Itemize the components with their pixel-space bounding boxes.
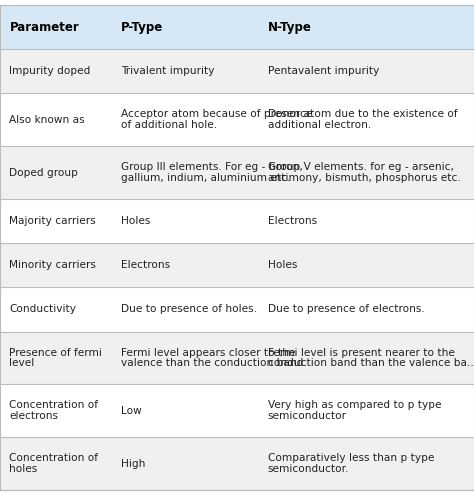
Text: Concentration of: Concentration of	[9, 400, 99, 410]
Text: Concentration of: Concentration of	[9, 453, 99, 463]
Text: Donor atom due to the existence of: Donor atom due to the existence of	[268, 109, 457, 119]
Bar	[0, 199, 474, 243]
Text: electrons: electrons	[9, 411, 58, 421]
Text: Group III elements. For eg - boron,: Group III elements. For eg - boron,	[121, 162, 302, 172]
Text: gallium, indium, aluminium etc.: gallium, indium, aluminium etc.	[121, 173, 290, 183]
Text: Majority carriers: Majority carriers	[9, 216, 96, 226]
Text: Holes: Holes	[121, 216, 150, 226]
Text: of additional hole.: of additional hole.	[121, 120, 217, 130]
Bar	[0, 94, 474, 146]
Text: N-Type: N-Type	[268, 21, 312, 34]
Text: Due to presence of electrons.: Due to presence of electrons.	[268, 304, 425, 314]
Text: conduction band than the valence ba...: conduction band than the valence ba...	[268, 358, 474, 368]
Bar	[0, 243, 474, 288]
Bar	[0, 5, 474, 49]
Text: Fermi level is present nearer to the: Fermi level is present nearer to the	[268, 347, 455, 357]
Text: Presence of fermi: Presence of fermi	[9, 347, 102, 357]
Text: level: level	[9, 358, 35, 368]
Text: Impurity doped: Impurity doped	[9, 66, 91, 76]
Bar	[0, 437, 474, 490]
Text: Low: Low	[121, 406, 142, 416]
Text: Very high as compared to p type: Very high as compared to p type	[268, 400, 441, 410]
Bar	[0, 288, 474, 332]
Text: Also known as: Also known as	[9, 115, 85, 125]
Bar	[0, 146, 474, 199]
Text: Fermi level appears closer to the: Fermi level appears closer to the	[121, 347, 295, 357]
Text: Comparatively less than p type: Comparatively less than p type	[268, 453, 434, 463]
Text: additional electron.: additional electron.	[268, 120, 371, 130]
Text: Group V elements. for eg - arsenic,: Group V elements. for eg - arsenic,	[268, 162, 454, 172]
Text: Pentavalent impurity: Pentavalent impurity	[268, 66, 379, 76]
Text: Conductivity: Conductivity	[9, 304, 76, 314]
Text: Holes: Holes	[268, 260, 297, 270]
Text: Minority carriers: Minority carriers	[9, 260, 96, 270]
Text: Acceptor atom because of presence: Acceptor atom because of presence	[121, 109, 312, 119]
Text: holes: holes	[9, 464, 38, 474]
Text: antimony, bismuth, phosphorus etc.: antimony, bismuth, phosphorus etc.	[268, 173, 461, 183]
Text: Trivalent impurity: Trivalent impurity	[121, 66, 214, 76]
Text: semiconductor.: semiconductor.	[268, 464, 349, 474]
Text: semiconductor: semiconductor	[268, 411, 347, 421]
Text: Parameter: Parameter	[9, 21, 79, 34]
Text: Doped group: Doped group	[9, 168, 78, 178]
Bar	[0, 332, 474, 385]
Text: Due to presence of holes.: Due to presence of holes.	[121, 304, 257, 314]
Text: High: High	[121, 459, 145, 469]
Bar	[0, 49, 474, 94]
Text: P-Type: P-Type	[121, 21, 163, 34]
Text: Electrons: Electrons	[268, 216, 317, 226]
Bar	[0, 385, 474, 437]
Text: Electrons: Electrons	[121, 260, 170, 270]
Text: valence than the conduction band.: valence than the conduction band.	[121, 358, 307, 368]
